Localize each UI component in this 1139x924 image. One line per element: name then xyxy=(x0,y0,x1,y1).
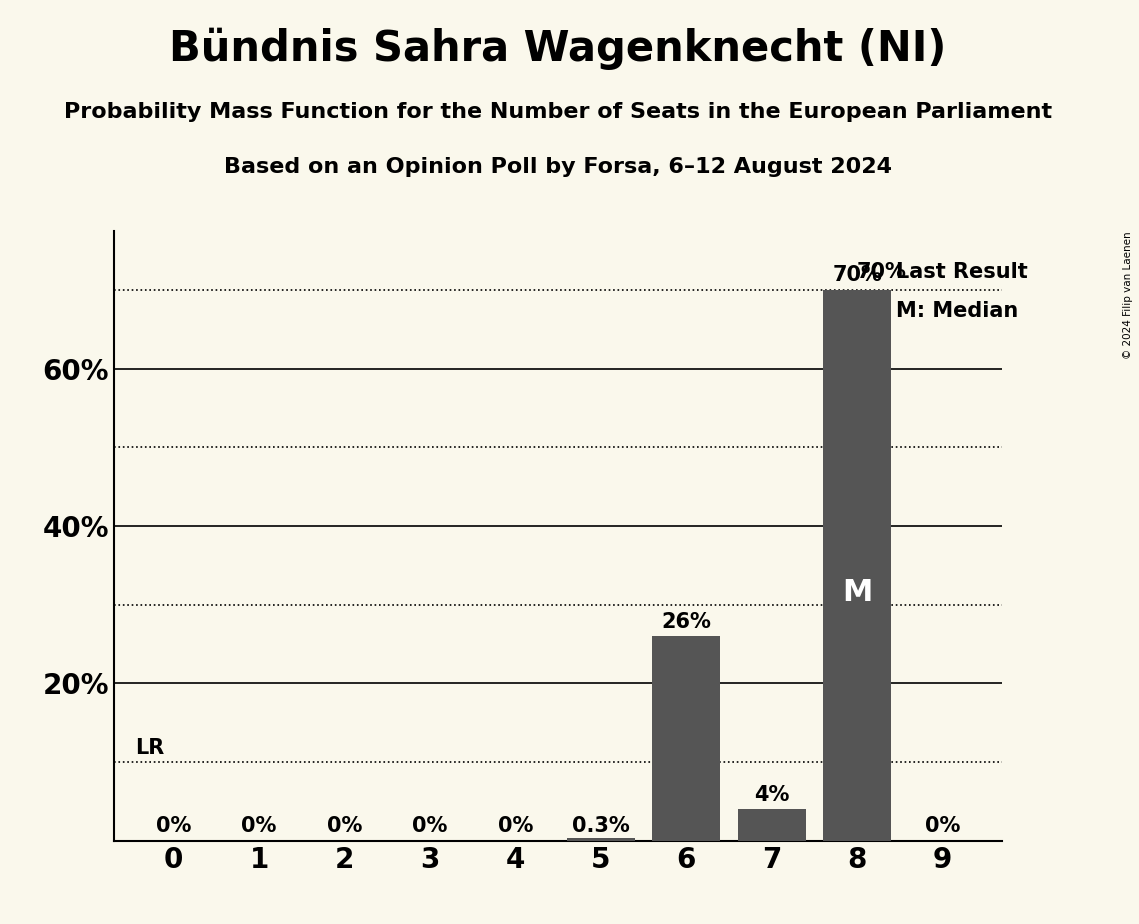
Text: 0%: 0% xyxy=(925,816,960,836)
Text: © 2024 Filip van Laenen: © 2024 Filip van Laenen xyxy=(1123,231,1133,359)
Text: 0%: 0% xyxy=(327,816,362,836)
Text: 0%: 0% xyxy=(156,816,191,836)
Text: Probability Mass Function for the Number of Seats in the European Parliament: Probability Mass Function for the Number… xyxy=(64,102,1052,122)
Text: LR: LR xyxy=(136,738,164,759)
Text: 70%: 70% xyxy=(833,265,882,286)
Text: 0%: 0% xyxy=(241,816,277,836)
Text: 0.3%: 0.3% xyxy=(572,816,630,836)
Text: Last Result: Last Result xyxy=(895,262,1027,282)
Text: 0%: 0% xyxy=(498,816,533,836)
Text: Bündnis Sahra Wagenknecht (NI): Bündnis Sahra Wagenknecht (NI) xyxy=(170,28,947,70)
Text: 70%: 70% xyxy=(858,262,907,282)
Bar xyxy=(823,290,892,841)
Bar xyxy=(653,637,721,841)
Text: 0%: 0% xyxy=(412,816,448,836)
Text: 4%: 4% xyxy=(754,784,789,805)
Bar xyxy=(567,838,636,841)
Text: Based on an Opinion Poll by Forsa, 6–12 August 2024: Based on an Opinion Poll by Forsa, 6–12 … xyxy=(224,157,892,177)
Text: M: M xyxy=(842,578,872,607)
Bar xyxy=(738,809,806,841)
Text: M: Median: M: Median xyxy=(895,301,1018,322)
Text: 26%: 26% xyxy=(662,612,711,631)
